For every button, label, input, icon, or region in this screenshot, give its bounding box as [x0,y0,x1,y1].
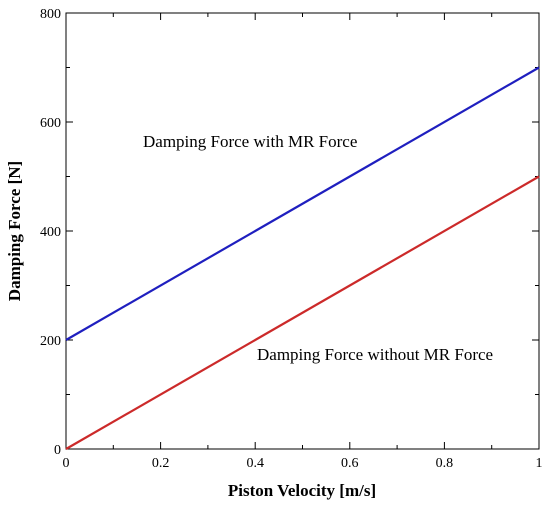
axis-ticks [65,12,540,450]
y-tick-label: 200 [40,334,61,349]
series-label-without-mr: Damping Force without MR Force [257,345,493,364]
x-tick-label: 0.8 [436,456,454,471]
x-tick-label: 0 [63,456,70,471]
x-axis-title: Piston Velocity [m/s] [228,481,376,500]
y-tick-label: 600 [40,116,61,131]
y-tick-label: 400 [40,225,61,240]
x-tick-label: 0.2 [152,456,170,471]
y-tick-label: 800 [40,7,61,22]
y-axis-title: Damping Force [N] [5,161,24,301]
series-line-without-mr [65,175,540,450]
plot-frame [65,12,540,450]
y-tick-label: 0 [54,443,61,458]
series-lines [65,66,540,450]
series-line-with-mr [65,66,540,341]
x-tick-label: 0.4 [246,456,264,471]
y-tick-labels: 0 200 400 600 800 [40,7,61,458]
series-label-with-mr: Damping Force with MR Force [143,132,357,151]
x-tick-label: 1 [536,456,543,471]
x-tick-labels: 0 0.2 0.4 0.6 0.8 1 [63,456,543,471]
x-tick-label: 0.6 [341,456,359,471]
